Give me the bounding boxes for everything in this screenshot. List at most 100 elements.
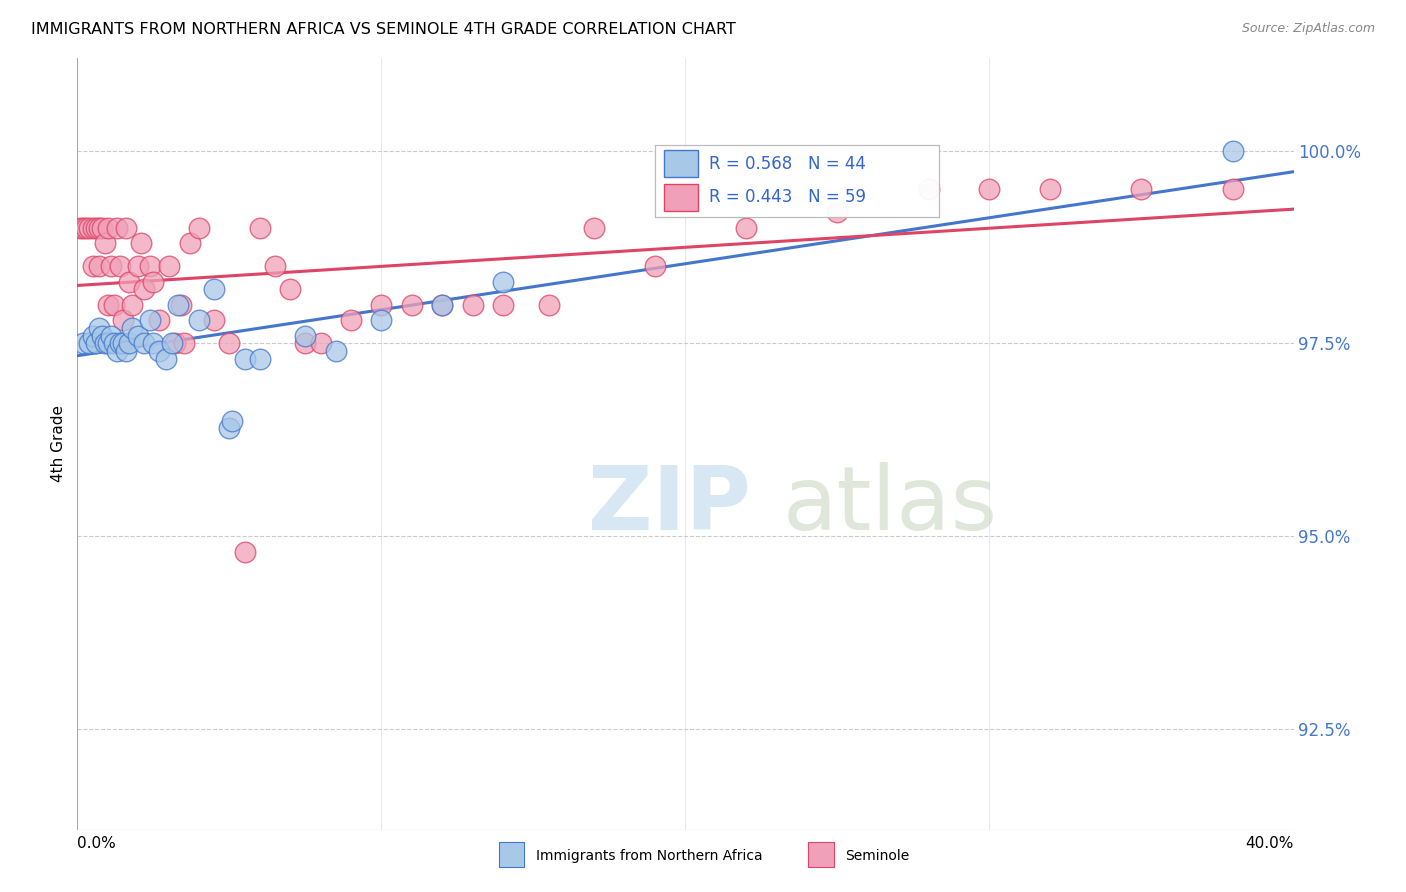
Point bbox=[218, 336, 240, 351]
Point bbox=[294, 328, 316, 343]
Point bbox=[827, 205, 849, 219]
Point bbox=[173, 336, 195, 351]
Text: ZIP: ZIP bbox=[588, 462, 751, 549]
Point bbox=[179, 236, 201, 251]
Point bbox=[430, 298, 453, 312]
Point bbox=[218, 421, 240, 435]
Point bbox=[340, 313, 363, 327]
Point bbox=[249, 220, 271, 235]
Point bbox=[249, 351, 271, 366]
Point bbox=[90, 328, 112, 343]
Point bbox=[118, 275, 141, 289]
Text: Immigrants from Northern Africa: Immigrants from Northern Africa bbox=[536, 848, 762, 863]
Point bbox=[233, 545, 256, 559]
Point bbox=[166, 298, 188, 312]
Point bbox=[163, 336, 186, 351]
Point bbox=[430, 298, 453, 312]
Point bbox=[87, 260, 110, 274]
Point bbox=[93, 336, 115, 351]
Point bbox=[105, 344, 128, 359]
Point bbox=[735, 220, 758, 235]
Point bbox=[148, 344, 170, 359]
Point bbox=[537, 298, 560, 312]
Point bbox=[90, 220, 112, 235]
Point bbox=[157, 260, 180, 274]
Point bbox=[160, 336, 183, 351]
Point bbox=[233, 351, 256, 366]
Point bbox=[155, 351, 177, 366]
Point bbox=[202, 282, 225, 296]
Text: IMMIGRANTS FROM NORTHERN AFRICA VS SEMINOLE 4TH GRADE CORRELATION CHART: IMMIGRANTS FROM NORTHERN AFRICA VS SEMIN… bbox=[31, 22, 735, 37]
Point bbox=[139, 313, 162, 327]
Point bbox=[79, 220, 101, 235]
Text: R = 0.568   N = 44: R = 0.568 N = 44 bbox=[709, 154, 866, 172]
Point bbox=[121, 298, 143, 312]
Point bbox=[108, 260, 131, 274]
Point bbox=[142, 336, 165, 351]
Point bbox=[127, 328, 149, 343]
Y-axis label: 4th Grade: 4th Grade bbox=[51, 405, 66, 483]
Point bbox=[105, 220, 128, 235]
Point bbox=[278, 282, 301, 296]
Point bbox=[492, 275, 515, 289]
Point bbox=[103, 298, 125, 312]
Point bbox=[82, 328, 104, 343]
Point bbox=[979, 182, 1001, 196]
Point bbox=[370, 298, 392, 312]
Point bbox=[309, 336, 332, 351]
Point bbox=[79, 336, 101, 351]
Text: 40.0%: 40.0% bbox=[1246, 836, 1294, 851]
Text: 0.0%: 0.0% bbox=[77, 836, 117, 851]
Point bbox=[142, 275, 165, 289]
Point bbox=[97, 220, 120, 235]
Point bbox=[325, 344, 347, 359]
Point bbox=[97, 336, 120, 351]
FancyBboxPatch shape bbox=[664, 184, 697, 211]
Point bbox=[87, 321, 110, 335]
Point bbox=[1222, 182, 1244, 196]
Point bbox=[72, 220, 94, 235]
Point bbox=[148, 313, 170, 327]
Point bbox=[170, 298, 193, 312]
Point bbox=[918, 182, 941, 196]
Point bbox=[461, 298, 484, 312]
Point bbox=[82, 220, 104, 235]
Point bbox=[188, 313, 211, 327]
Point bbox=[188, 220, 211, 235]
Point bbox=[644, 260, 666, 274]
Text: R = 0.443   N = 59: R = 0.443 N = 59 bbox=[709, 188, 866, 206]
Point bbox=[118, 336, 141, 351]
Point bbox=[492, 298, 515, 312]
Point bbox=[134, 282, 156, 296]
Point bbox=[1130, 182, 1153, 196]
Point bbox=[264, 260, 287, 274]
Point bbox=[583, 220, 606, 235]
Point bbox=[84, 220, 107, 235]
Point bbox=[93, 236, 115, 251]
Point bbox=[75, 220, 97, 235]
Point bbox=[127, 260, 149, 274]
Point bbox=[139, 260, 162, 274]
Point bbox=[121, 321, 143, 335]
Point bbox=[111, 336, 134, 351]
Point bbox=[82, 260, 104, 274]
Point bbox=[294, 336, 316, 351]
Point bbox=[87, 220, 110, 235]
Text: Seminole: Seminole bbox=[845, 848, 910, 863]
Point bbox=[100, 328, 122, 343]
Point bbox=[1222, 144, 1244, 158]
Point bbox=[100, 260, 122, 274]
Point bbox=[134, 336, 156, 351]
Point bbox=[115, 220, 138, 235]
Point bbox=[69, 220, 91, 235]
Point bbox=[370, 313, 392, 327]
Point bbox=[202, 313, 225, 327]
Point bbox=[111, 313, 134, 327]
Point bbox=[115, 344, 138, 359]
Point bbox=[84, 336, 107, 351]
Point bbox=[129, 236, 152, 251]
FancyBboxPatch shape bbox=[664, 150, 697, 178]
Text: atlas: atlas bbox=[783, 462, 998, 549]
Point bbox=[108, 336, 131, 351]
Point bbox=[1039, 182, 1062, 196]
